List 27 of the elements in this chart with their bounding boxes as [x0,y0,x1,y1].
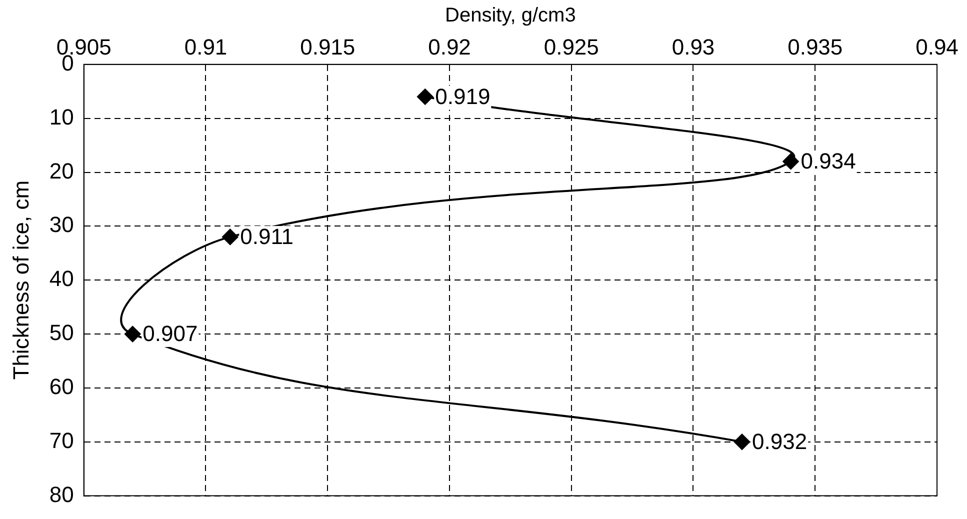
y-tick-label: 30 [49,212,74,238]
y-tick-label: 70 [49,428,74,453]
y-axis-title: Thickness of ice, cm [8,180,34,380]
point [734,434,750,450]
y-tick-label: 40 [49,266,74,292]
x-tick-label: 0.925 [544,34,599,60]
x-tick-label: 0.915 [300,34,356,60]
y-tick-label: 20 [49,158,74,184]
x-tick-label: 0.93 [672,34,715,60]
x-tick-label: 0.91 [184,34,228,60]
annotation: 0.934 [800,148,856,174]
annotation: 0.932 [752,428,808,454]
point [124,326,141,342]
y-tick-label: 50 [49,320,74,346]
y-tick-label: 60 [49,374,74,400]
point [417,88,434,105]
y-tick-label: 80 [49,482,74,507]
point [782,153,799,170]
x-axis-title: Density, g/cm3 [445,4,576,27]
x-tick-label: 0.935 [788,34,843,60]
annotation: 0.919 [435,84,490,109]
x-tick-label: 0.92 [428,34,471,60]
y-tick-label: 10 [49,104,74,130]
annotation: 0.911 [240,224,294,250]
point [222,228,238,245]
annotation: 0.907 [142,321,198,346]
x-tick-label: 0.94 [916,34,958,60]
